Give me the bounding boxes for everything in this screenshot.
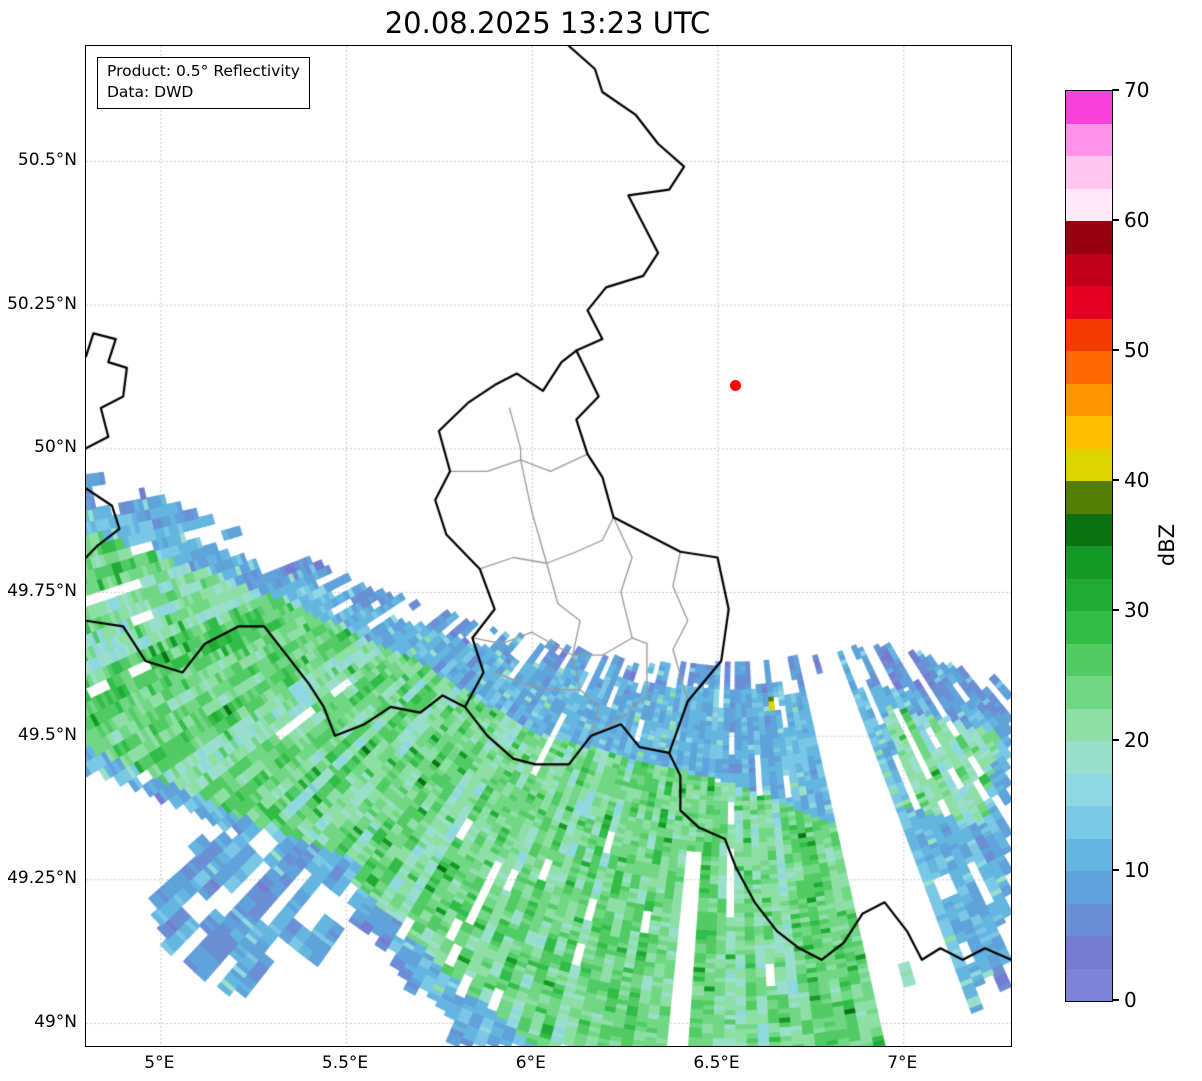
y-tick-label: 49.25°N	[7, 868, 77, 889]
colorbar-segment	[1066, 676, 1112, 709]
colorbar-unit-label: dBZ	[1155, 523, 1180, 567]
colorbar-segment	[1066, 123, 1112, 156]
x-tick-label: 6.5°E	[693, 1053, 740, 1073]
y-tick-label: 50.5°N	[17, 149, 77, 170]
colorbar-segment	[1066, 643, 1112, 676]
colorbar-segment	[1066, 253, 1112, 286]
radar-site-marker	[729, 379, 741, 391]
colorbar-segment	[1066, 936, 1112, 969]
colorbar-segment	[1066, 351, 1112, 384]
x-tick-label: 6°E	[515, 1053, 546, 1073]
colorbar-tick-mark	[1112, 349, 1119, 351]
product-info-line2: Data: DWD	[107, 83, 194, 101]
colorbar-tick-mark	[1112, 609, 1119, 611]
colorbar-tick-label: 20	[1124, 728, 1150, 752]
colorbar-segment	[1066, 318, 1112, 351]
colorbar-tick-label: 10	[1124, 858, 1150, 882]
colorbar-tick-label: 30	[1124, 598, 1150, 622]
y-tick-label: 49.5°N	[17, 724, 77, 745]
colorbar-segment	[1066, 708, 1112, 741]
colorbar-segment	[1066, 383, 1112, 416]
colorbar-tick-mark	[1112, 739, 1119, 741]
colorbar-gradient	[1066, 91, 1112, 1001]
y-tick-label: 50.25°N	[7, 293, 77, 314]
figure-title: 20.08.2025 13:23 UTC	[384, 6, 711, 40]
colorbar-segment	[1066, 448, 1112, 481]
x-tick-label: 5.5°E	[321, 1053, 369, 1073]
colorbar-segment	[1066, 838, 1112, 871]
colorbar-segment	[1066, 578, 1112, 611]
map-plot-area: Product: 0.5° Reflectivity Data: DWD	[85, 45, 1012, 1047]
colorbar	[1065, 90, 1113, 1002]
product-info-line1: Product: 0.5° Reflectivity	[107, 62, 300, 80]
colorbar-tick-label: 40	[1124, 468, 1150, 492]
colorbar-tick-mark	[1112, 219, 1119, 221]
colorbar-segment	[1066, 546, 1112, 579]
colorbar-segment	[1066, 286, 1112, 319]
x-tick-label: 5°E	[144, 1053, 175, 1073]
colorbar-segment	[1066, 968, 1112, 1001]
colorbar-tick-label: 70	[1124, 78, 1150, 102]
colorbar-segment	[1066, 481, 1112, 514]
colorbar-segment	[1066, 611, 1112, 644]
colorbar-segment	[1066, 741, 1112, 774]
colorbar-segment	[1066, 513, 1112, 546]
colorbar-tick-mark	[1112, 479, 1119, 481]
y-tick-label: 50°N	[34, 437, 77, 458]
colorbar-tick-mark	[1112, 89, 1119, 91]
colorbar-segment	[1066, 806, 1112, 839]
radar-map-canvas	[86, 46, 1011, 1046]
y-tick-label: 49°N	[34, 1012, 77, 1032]
colorbar-segment	[1066, 416, 1112, 449]
colorbar-segment	[1066, 871, 1112, 904]
x-tick-label: 7°E	[887, 1053, 918, 1073]
colorbar-tick-mark	[1112, 869, 1119, 871]
colorbar-segment	[1066, 188, 1112, 221]
colorbar-segment	[1066, 903, 1112, 936]
colorbar-segment	[1066, 221, 1112, 254]
colorbar-tick-label: 0	[1124, 988, 1137, 1012]
colorbar-segment	[1066, 91, 1112, 124]
colorbar-tick-label: 60	[1124, 208, 1150, 232]
colorbar-segment	[1066, 156, 1112, 189]
y-tick-label: 49.75°N	[7, 580, 77, 601]
colorbar-tick-mark	[1112, 999, 1119, 1001]
colorbar-segment	[1066, 773, 1112, 806]
colorbar-tick-label: 50	[1124, 338, 1150, 362]
product-info-box: Product: 0.5° Reflectivity Data: DWD	[97, 57, 310, 109]
